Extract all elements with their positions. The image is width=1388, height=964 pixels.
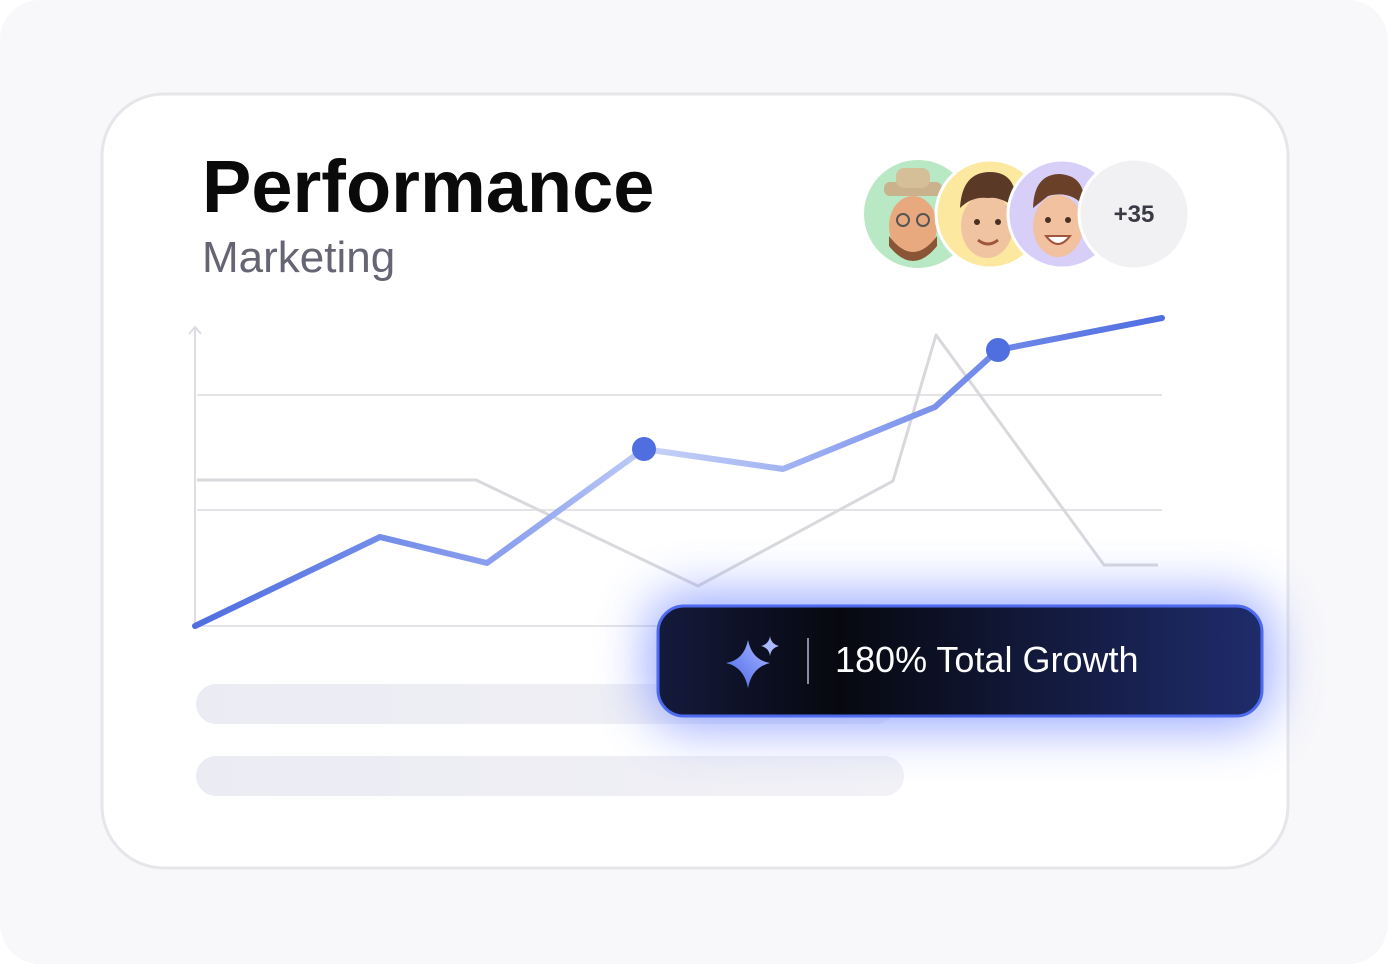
more-avatars <box>1077 157 1191 271</box>
sparkle-icon <box>761 636 779 656</box>
avatar-group: +35 <box>864 157 1191 271</box>
more-count: +35 <box>1114 201 1155 228</box>
badge-text: 180% Total Growth <box>835 639 1139 680</box>
axis-arrow <box>188 325 202 335</box>
subtitle: Marketing <box>202 233 395 282</box>
sparkle-icon <box>726 640 770 688</box>
growth-line <box>192 315 1165 629</box>
growth-badge: 180% Total Growth <box>650 596 1270 726</box>
point <box>986 338 1010 362</box>
placeholder-bar <box>196 756 904 796</box>
title: Performance <box>202 145 654 228</box>
point <box>632 437 656 461</box>
comparison-line <box>197 333 1158 588</box>
